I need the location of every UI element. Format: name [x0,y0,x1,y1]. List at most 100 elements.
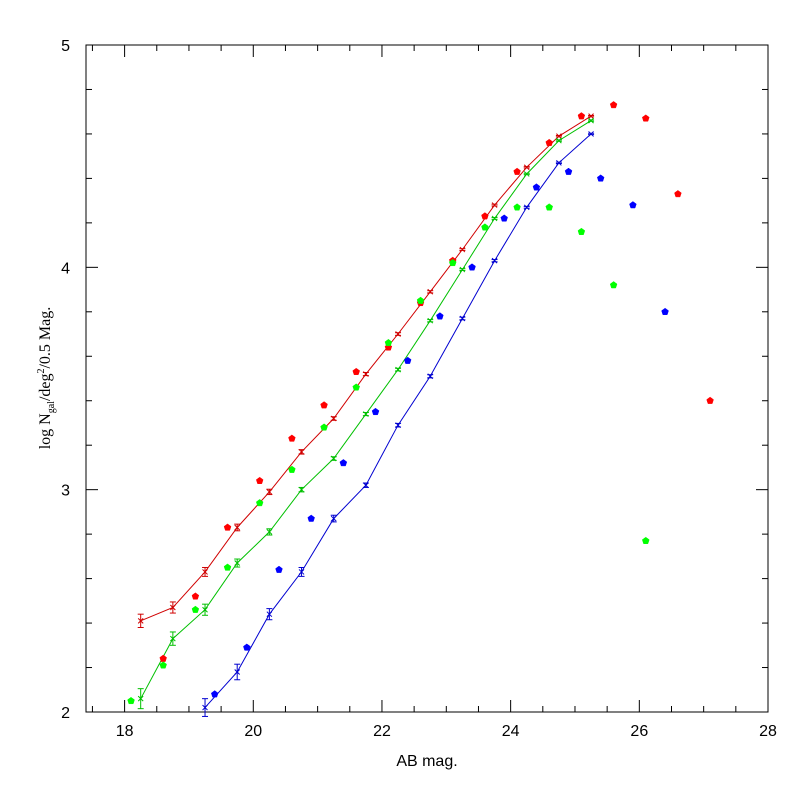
red-x-marker [170,604,176,611]
blue-data-point [211,690,219,698]
blue-data-point [436,312,444,320]
blue-series-line [204,133,592,708]
red-x-marker [234,524,241,531]
red-data-point [706,396,714,404]
x-tick-label: 18 [116,723,134,740]
red-data-point [609,101,618,109]
green-data-point [416,296,425,304]
red-data-point [191,592,200,600]
red-data-point [288,434,296,442]
y-tick-label: 3 [61,483,70,500]
red-x-marker [298,449,305,455]
red-x-marker [491,202,498,208]
y-tick-label: 2 [61,705,70,722]
green-data-point [352,383,360,391]
red-data-point [513,167,521,175]
red-data-point [256,476,264,484]
red-series-line [140,115,592,622]
green-x-marker [298,486,305,493]
green-x-marker [588,117,594,124]
blue-x-marker [588,131,594,137]
blue-x-marker [459,315,466,322]
axis-ticks: 18 20 22 24 26 28 2 3 4 5 [61,38,777,740]
green-series-line [140,120,592,699]
blue-data-point [597,174,605,182]
green-x-marker [459,266,466,273]
red-x-marker [588,113,594,120]
series-points [127,101,714,705]
blue-data-point [564,167,573,175]
green-x-marker [395,366,401,373]
green-data-point [449,258,457,267]
green-x-marker [137,695,144,702]
blue-x-marker [298,569,305,575]
red-x-marker [459,246,466,253]
red-data-point [481,212,489,220]
red-data-point [577,112,586,120]
blue-data-point [243,643,251,651]
x-tick-label: 22 [373,723,391,740]
green-x-marker [234,560,241,566]
green-x-marker [523,171,530,177]
blue-x-marker [556,159,562,166]
x-axis-label: AB mag. [396,753,457,770]
plot-frame [85,44,769,713]
green-x-marker [556,137,562,144]
green-data-point [127,696,135,705]
green-data-point [481,223,489,231]
series-lines [137,113,595,717]
blue-x-marker [330,515,337,522]
red-x-marker [556,133,562,140]
green-data-point [256,499,264,507]
green-data-point [545,203,553,211]
blue-data-point [500,214,508,222]
x-tick-label: 20 [244,723,262,740]
green-data-point [513,203,521,211]
blue-x-marker [234,669,241,675]
green-data-point [288,465,296,473]
x-tick-label: 26 [630,723,648,740]
blue-data-point [275,565,283,573]
red-x-marker [395,331,401,337]
green-data-point [384,338,393,347]
green-data-point [577,227,586,235]
red-data-point [642,114,650,122]
blue-x-marker [202,704,208,711]
green-x-marker [170,635,176,642]
blue-x-marker [363,482,369,489]
x-tick-label: 24 [502,723,520,740]
blue-data-point [468,263,476,271]
red-x-marker [330,415,337,422]
blue-data-point [629,201,637,209]
blue-data-point [532,183,541,191]
red-x-marker [427,288,434,295]
green-x-marker [266,529,273,535]
blue-data-point [661,307,669,315]
blue-data-point [404,356,412,364]
y-axis-label: log Ngal/deg2/0.5 Mag. [36,307,57,450]
red-data-point [674,190,682,198]
red-x-marker [523,164,530,171]
green-x-marker [491,215,498,222]
green-x-marker [427,317,434,324]
blue-x-marker [266,611,273,618]
red-data-point [545,138,553,146]
green-data-point [191,605,200,613]
red-x-marker [266,489,273,495]
red-x-marker [137,617,144,624]
blue-x-marker [523,204,530,211]
green-data-point [320,423,328,431]
blue-data-point [339,459,348,467]
blue-data-point [307,514,315,522]
green-data-point [223,563,232,571]
green-data-point [159,661,167,669]
green-x-marker [363,411,369,417]
y-tick-label: 4 [61,260,70,277]
green-data-point [609,281,618,289]
red-data-point [352,367,360,375]
blue-x-marker [427,373,434,380]
green-x-marker [330,455,337,462]
red-data-point [159,654,167,662]
green-data-point [642,536,650,544]
